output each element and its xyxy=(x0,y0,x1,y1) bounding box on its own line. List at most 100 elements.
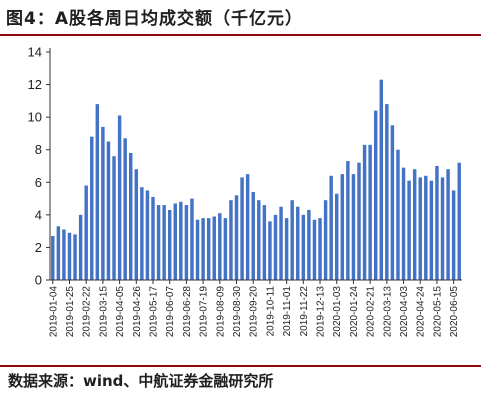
y-tick-label: 10 xyxy=(28,110,42,125)
bar xyxy=(346,161,350,280)
x-tick-label: 2020-06-05 xyxy=(449,286,460,338)
bar xyxy=(117,115,122,280)
x-axis: 2019-01-04 2019-01-25 2019-02-22 2019-03-15… xyxy=(48,279,462,338)
bar xyxy=(451,190,456,280)
x-tick-label: 2020-02-21 xyxy=(366,286,377,338)
bar xyxy=(429,180,434,280)
bar xyxy=(340,174,345,280)
bar xyxy=(412,169,417,280)
bar xyxy=(190,198,194,280)
bar xyxy=(357,162,361,280)
y-tick-label: 8 xyxy=(35,142,42,157)
bar xyxy=(234,195,239,280)
bar xyxy=(145,190,150,280)
bar xyxy=(229,200,233,280)
x-tick-label: 2019-08-09 xyxy=(215,286,226,338)
bar xyxy=(351,174,356,280)
bar xyxy=(140,187,144,280)
bar-series xyxy=(51,79,461,280)
x-tick-label: 2019-07-19 xyxy=(199,286,210,338)
bar xyxy=(101,126,105,280)
x-tick-label: 2019-03-15 xyxy=(98,286,109,338)
bar xyxy=(273,214,278,280)
bar xyxy=(279,206,283,280)
bar xyxy=(67,232,72,280)
bar xyxy=(435,166,439,280)
bar xyxy=(385,104,389,280)
bar xyxy=(362,144,367,280)
y-tick-label: 12 xyxy=(28,77,42,92)
bar xyxy=(73,234,77,280)
bar xyxy=(245,174,250,280)
x-tick-label: 2019-11-22 xyxy=(299,286,310,337)
bar xyxy=(284,218,289,280)
title-rule xyxy=(0,34,481,36)
bar xyxy=(390,125,395,280)
bar xyxy=(407,180,411,280)
x-tick-label: 2019-04-05 xyxy=(115,286,126,338)
figure-title: 图4：A股各周日均成交额（千亿元） xyxy=(6,9,303,29)
x-tick-label: 2019-11-01 xyxy=(282,286,293,337)
x-tick-label: 2019-05-17 xyxy=(149,286,160,338)
bar xyxy=(240,177,244,280)
bar xyxy=(424,175,428,280)
bar xyxy=(129,152,133,280)
bar xyxy=(206,218,211,280)
bar xyxy=(373,110,378,280)
y-tick-label: 0 xyxy=(35,273,42,288)
x-tick-label: 2020-04-24 xyxy=(416,286,427,338)
bar xyxy=(167,209,172,280)
bar xyxy=(106,141,111,280)
x-tick-label: 2019-02-22 xyxy=(82,286,93,338)
bar xyxy=(95,104,100,280)
bar xyxy=(218,213,222,280)
x-tick-label: 2019-06-28 xyxy=(182,286,193,338)
bar xyxy=(212,216,216,280)
bar xyxy=(223,218,228,280)
bar xyxy=(457,162,461,280)
x-tick-label: 2019-01-04 xyxy=(48,286,59,338)
bar xyxy=(51,236,55,280)
bar xyxy=(179,201,183,280)
bar xyxy=(440,177,445,280)
source-note: 数据来源：wind、中航证券金融研究所 xyxy=(8,372,274,390)
x-tick-label: 2020-03-13 xyxy=(382,286,393,338)
bar xyxy=(151,196,155,280)
bar xyxy=(418,177,422,280)
y-tick-label: 4 xyxy=(35,207,42,222)
bar xyxy=(162,205,166,280)
x-tick-label: 2019-06-07 xyxy=(165,286,176,338)
bar xyxy=(296,206,300,280)
bar xyxy=(156,205,161,280)
y-tick-label: 14 xyxy=(28,45,42,60)
bar xyxy=(251,192,255,280)
bar xyxy=(112,156,116,280)
x-tick-label: 2019-04-26 xyxy=(132,286,143,338)
bar xyxy=(401,167,406,280)
bar xyxy=(329,175,333,280)
bar xyxy=(201,218,205,280)
bar xyxy=(84,185,88,280)
bar xyxy=(62,229,66,280)
bar xyxy=(335,193,339,280)
bar xyxy=(134,169,139,280)
y-tick-label: 6 xyxy=(35,175,42,190)
source-rule xyxy=(0,365,481,367)
x-tick-label: 2019-12-13 xyxy=(316,286,327,338)
bar xyxy=(184,205,189,280)
bar xyxy=(379,79,383,280)
bar xyxy=(268,221,272,280)
bar xyxy=(323,200,328,280)
x-tick-label: 2019-01-25 xyxy=(65,286,76,338)
bar xyxy=(56,226,61,280)
x-tick-label: 2019-10-11 xyxy=(265,286,276,337)
bar xyxy=(301,214,306,280)
x-tick-label: 2020-04-03 xyxy=(399,286,410,338)
bar xyxy=(195,219,200,280)
bar xyxy=(257,200,261,280)
x-tick-label: 2020-01-03 xyxy=(332,286,343,338)
y-tick-label: 2 xyxy=(35,240,42,255)
x-tick-label: 2020-01-24 xyxy=(349,286,360,338)
bar xyxy=(318,218,322,280)
